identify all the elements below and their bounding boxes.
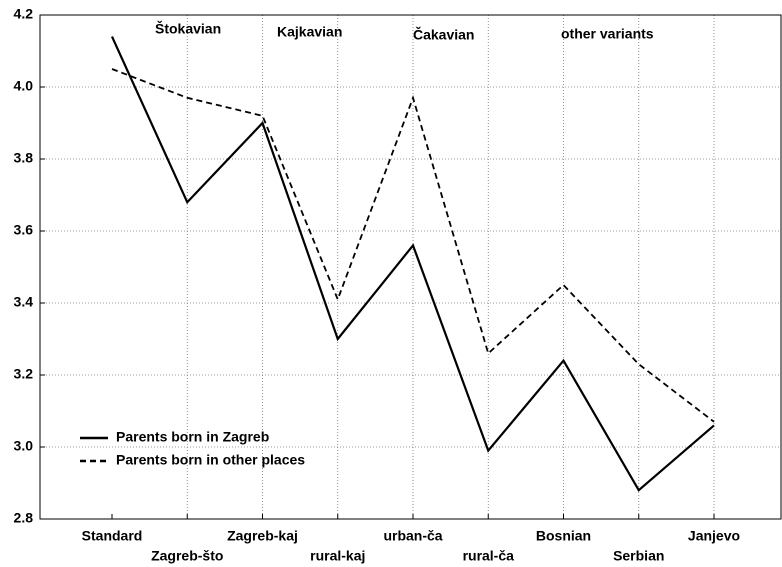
- x-tick-label: Serbian: [613, 548, 664, 564]
- x-tick-label: Bosnian: [536, 528, 591, 544]
- annotation: Kajkavian: [277, 24, 342, 40]
- x-tick-label: Janjevo: [688, 528, 740, 544]
- annotation: other variants: [561, 26, 654, 42]
- x-tick-label: Standard: [82, 528, 143, 544]
- y-tick-label: 3.8: [14, 150, 34, 166]
- x-tick-label: Zagreb-što: [151, 548, 223, 564]
- y-tick-label: 3.2: [14, 366, 34, 382]
- line-series: [111, 68, 715, 423]
- x-tick-label: urban-ča: [383, 528, 442, 544]
- legend-label: Parents born in other places: [116, 452, 305, 468]
- y-tick-label: 4.2: [14, 6, 34, 22]
- y-tick-label: 3.0: [14, 438, 34, 454]
- y-tick-label: 3.4: [14, 294, 34, 310]
- x-tick-label: rural-kaj: [310, 548, 365, 564]
- y-tick-label: 4.0: [14, 78, 34, 94]
- plot-frame: [39, 14, 782, 520]
- annotation: Štokavian: [155, 20, 221, 37]
- legend-label: Parents born in Zagreb: [116, 429, 269, 445]
- annotation: Čakavian: [413, 26, 474, 43]
- y-tick-label: 2.8: [14, 510, 34, 526]
- line-series: [110, 36, 715, 492]
- y-tick-label: 3.6: [14, 222, 34, 238]
- x-tick-label: Zagreb-kaj: [227, 528, 298, 544]
- x-tick-label: rural-ča: [463, 548, 515, 564]
